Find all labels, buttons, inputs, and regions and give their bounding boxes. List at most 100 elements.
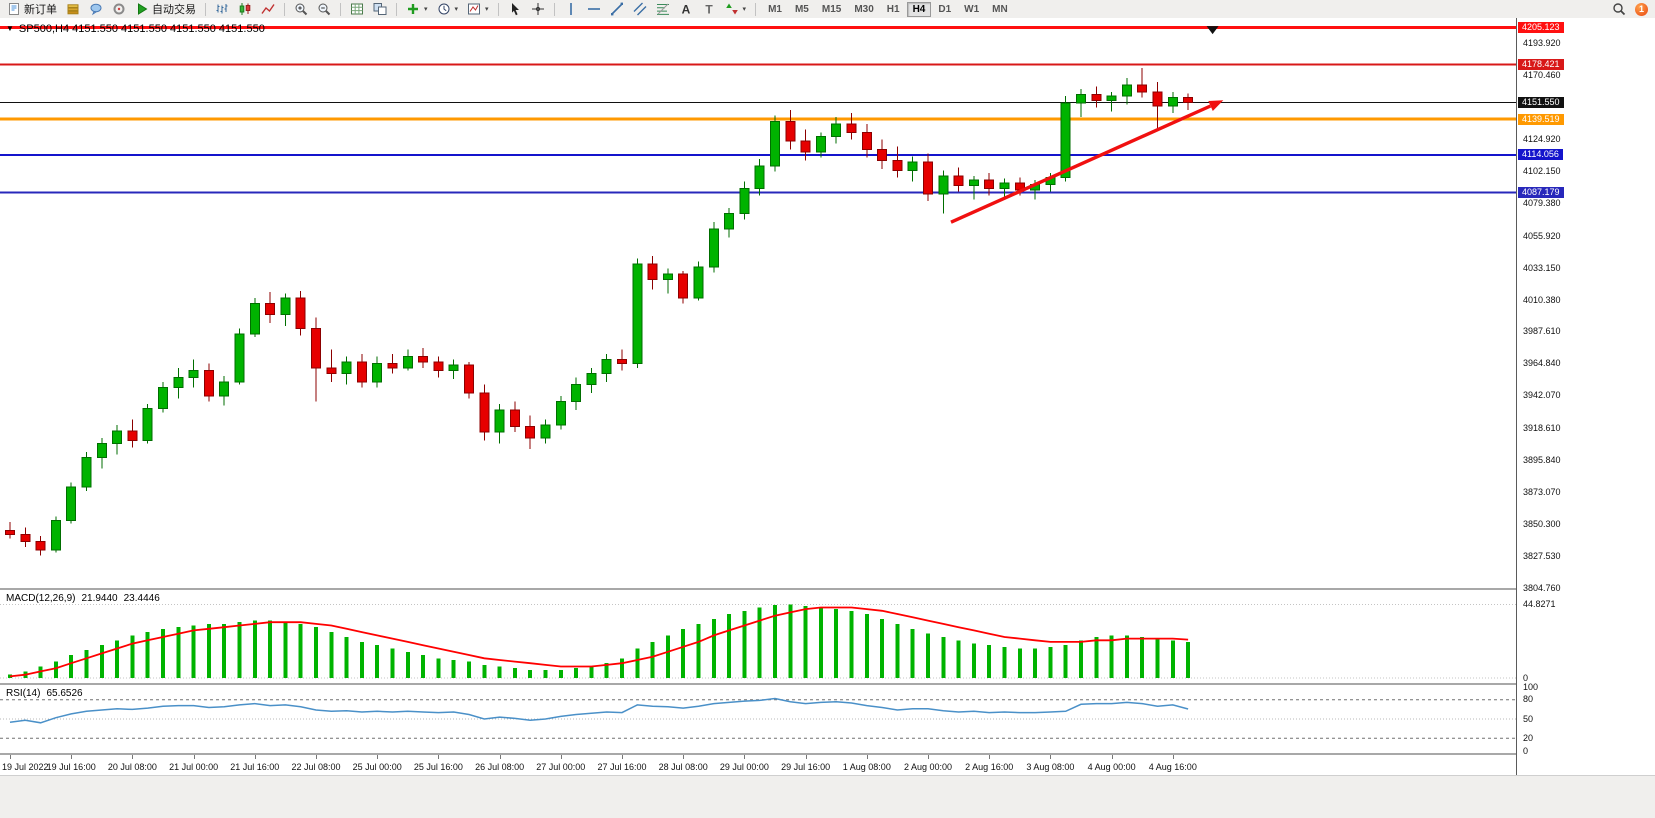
rsi-axis-tick: 0 [1523, 745, 1529, 756]
candlestick-chart-button[interactable] [234, 0, 256, 18]
timeframe-m1[interactable]: M1 [768, 3, 782, 15]
price-tick: 4010.380 [1523, 294, 1561, 305]
time-tick [377, 755, 379, 759]
macd-signal-value: 23.4446 [123, 593, 160, 604]
templates-button[interactable]: ▾ [463, 0, 493, 18]
price-tick: 4102.150 [1523, 166, 1561, 177]
data-window-button[interactable] [85, 0, 107, 18]
notification-badge[interactable]: 1 [1635, 2, 1648, 16]
ring-icon [113, 3, 125, 15]
dropdown-caret-icon: ▾ [454, 5, 459, 13]
toolbar-right: 1 [1608, 0, 1652, 18]
svg-text:A: A [681, 3, 690, 17]
zoom-out-button[interactable] [313, 0, 335, 18]
panel-separator-rsi[interactable] [0, 683, 1516, 685]
price-tick: 4079.380 [1523, 197, 1561, 208]
grid-button[interactable] [346, 0, 368, 18]
time-tick [193, 755, 195, 759]
tile-windows-button[interactable] [369, 0, 391, 18]
chart-canvas[interactable] [0, 18, 1516, 753]
macd-signal-line [9, 606, 1189, 678]
time-tick [989, 755, 991, 759]
vline-icon [569, 3, 572, 15]
time-tick [438, 755, 440, 759]
tile-icon [373, 3, 387, 15]
time-tick [71, 755, 73, 759]
new-order-button[interactable]: 新订单 [3, 0, 61, 18]
rsi-axis-tick: 100 [1523, 681, 1539, 692]
timeframe-m15[interactable]: M15 [821, 3, 842, 15]
autotrading-button-label: 自动交易 [152, 4, 196, 16]
time-tick [805, 755, 807, 759]
price-tick: 3827.530 [1523, 550, 1561, 561]
search-button[interactable] [1608, 0, 1630, 18]
trendline-button[interactable] [606, 0, 628, 18]
channel-icon [633, 2, 647, 16]
time-label: 28 Jul 08:00 [658, 762, 708, 772]
line-chart-button[interactable] [257, 0, 279, 18]
chart-window[interactable]: ▼ SP500,H4 4151.550 4151.550 4151.550 41… [0, 18, 1516, 753]
time-label: 25 Jul 00:00 [352, 762, 402, 772]
price-tick: 3850.300 [1523, 518, 1561, 529]
time-label: 21 Jul 16:00 [230, 762, 280, 772]
vertical-line-button[interactable] [560, 0, 582, 18]
arrows-button[interactable]: ▾ [721, 0, 751, 18]
crosshair-button[interactable] [527, 0, 549, 18]
channel-button[interactable] [629, 0, 651, 18]
horizontal-line-button[interactable] [583, 0, 605, 18]
price-tick: 4170.460 [1523, 70, 1561, 81]
timeframe-d1[interactable]: D1 [938, 3, 952, 15]
toolbar-separator [340, 2, 341, 16]
toolbar-separator [396, 2, 397, 16]
time-label: 29 Jul 16:00 [781, 762, 831, 772]
time-label: 2 Aug 00:00 [903, 762, 953, 772]
quick-trade-toggle-icon[interactable]: ▼ [6, 24, 14, 33]
bubble-icon [90, 3, 102, 16]
navigator-button[interactable] [108, 0, 130, 18]
price-tick: 4055.920 [1523, 230, 1561, 241]
timeframe-mn[interactable]: MN [992, 3, 1008, 15]
price-tick: 3942.070 [1523, 390, 1561, 401]
zoom-in-button[interactable] [290, 0, 312, 18]
timeframe-h4[interactable]: H4 [906, 1, 932, 17]
price-tick: 4193.920 [1523, 37, 1561, 48]
time-label: 2 Aug 16:00 [965, 762, 1014, 772]
time-tick [499, 755, 501, 759]
time-label: 1 Aug 08:00 [842, 762, 891, 772]
text-button[interactable]: A [675, 0, 697, 18]
time-label: 20 Jul 08:00 [107, 762, 157, 772]
play-icon [138, 3, 148, 15]
bar-chart-button[interactable] [211, 0, 233, 18]
periods-button[interactable]: ▾ [433, 0, 463, 18]
time-label: 4 Aug 00:00 [1087, 762, 1136, 772]
search-icon [1613, 3, 1626, 16]
timeframe-m30[interactable]: M30 [854, 3, 874, 15]
market-watch-button[interactable] [62, 0, 84, 18]
cursor-button[interactable] [504, 0, 526, 18]
time-tick [560, 755, 562, 759]
price-tick: 3918.610 [1523, 423, 1561, 434]
time-label: 27 Jul 16:00 [597, 762, 647, 772]
timeframe-m5[interactable]: M5 [794, 3, 809, 15]
stack-icon [67, 4, 79, 15]
timeframe-w1[interactable]: W1 [964, 3, 980, 15]
zoomin-icon [295, 3, 308, 16]
trend-arrow-object[interactable] [950, 100, 1224, 224]
autotrading-button[interactable]: 自动交易 [131, 0, 200, 18]
time-tick [316, 755, 317, 759]
time-axis[interactable]: 19 Jul 2022 19 Jul 16:00 20 Jul 08:00 21 Ju… [0, 753, 1516, 777]
toolbar-separator [497, 2, 499, 16]
label-button[interactable]: T [698, 0, 720, 18]
down-arrow-object[interactable] [1206, 26, 1219, 35]
price-tick: 3964.840 [1523, 358, 1561, 369]
timeframe-h1[interactable]: H1 [886, 3, 900, 15]
level-price-label: 4139.519 [1518, 113, 1564, 125]
current-price-label: 4151.550 [1518, 96, 1564, 108]
panel-separator-macd[interactable] [0, 588, 1516, 590]
time-tick [1050, 755, 1052, 759]
indicators-button[interactable]: ▾ [402, 0, 432, 18]
time-tick [132, 755, 134, 759]
candlestick-series [5, 68, 1194, 556]
fibonacci-button[interactable] [652, 0, 674, 18]
price-axis[interactable]: 4193.920 4170.460 4124.920 4102.150 4079.380… [1516, 18, 1655, 775]
